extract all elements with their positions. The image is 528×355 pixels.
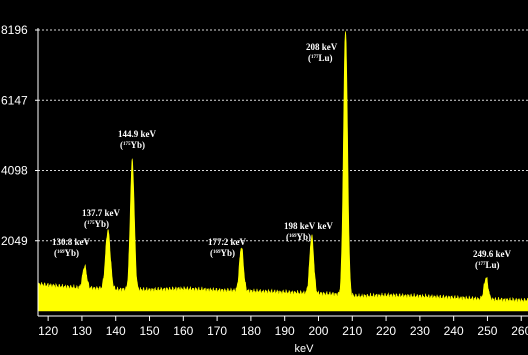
- x-tick-label: 260: [511, 324, 528, 338]
- peak-annotation: 130.8 keV(169Yb): [52, 237, 91, 258]
- peak-energy-label: 249.6 keV: [473, 249, 512, 259]
- x-tick-label: 250: [477, 324, 497, 338]
- peak-isotope-label: (177Lu): [308, 53, 333, 63]
- peak-annotation: 144.9 keV(175Yb): [118, 129, 157, 150]
- peak-isotope-label: (169Yb): [210, 248, 235, 258]
- x-tick-label: 190: [275, 324, 295, 338]
- peak-annotation: 177.2 keV(169Yb): [208, 237, 247, 258]
- x-tick-label: 170: [207, 324, 227, 338]
- peak-isotope-label: (175Yb): [120, 140, 145, 150]
- x-tick-label: 220: [376, 324, 396, 338]
- peak-energy-label: 144.9 keV: [118, 129, 157, 139]
- y-tick-label: 4098: [1, 164, 28, 178]
- x-tick-label: 140: [106, 324, 126, 338]
- peak-annotation: 198 keV keV(169Yb): [284, 221, 333, 242]
- spectrum-series: [37, 31, 528, 312]
- x-tick-label: 160: [173, 324, 193, 338]
- x-tick-label: 180: [241, 324, 261, 338]
- x-tick-label: 150: [140, 324, 160, 338]
- peak-isotope-label: (175Yb): [84, 219, 109, 229]
- y-tick-label: 6147: [1, 93, 28, 107]
- x-tick-label: 230: [410, 324, 430, 338]
- x-tick-label: 200: [308, 324, 328, 338]
- spectrum-area: [37, 31, 528, 312]
- x-tick-label: 130: [72, 324, 92, 338]
- grid-lines: [38, 29, 528, 242]
- peak-isotope-label: (169Yb): [286, 232, 311, 242]
- x-axis-label: keV: [295, 343, 315, 355]
- peak-energy-label: 130.8 keV: [52, 237, 91, 247]
- axes: 2049 4098 6147 8196 120 130 140 150 160 170 180 190…: [1, 23, 528, 338]
- peak-annotation: 249.6 keV(177Lu): [473, 249, 512, 270]
- peak-annotation: 208 keV(177Lu): [306, 42, 338, 63]
- peak-energy-label: 177.2 keV: [208, 237, 247, 247]
- peak-energy-label: 208 keV: [306, 42, 338, 52]
- peak-annotation: 137.7 keV(175Yb): [82, 208, 121, 229]
- x-tick-label: 120: [38, 324, 58, 338]
- peak-energy-label: 137.7 keV: [82, 208, 121, 218]
- y-tick-label: 2049: [1, 234, 28, 248]
- y-tick-label: 8196: [1, 23, 28, 37]
- peak-isotope-label: (177Lu): [475, 260, 500, 270]
- x-tick-label: 240: [444, 324, 464, 338]
- peak-annotations: 130.8 keV(169Yb)137.7 keV(175Yb)144.9 ke…: [52, 42, 512, 270]
- x-tick-label: 210: [342, 324, 362, 338]
- peak-isotope-label: (169Yb): [54, 248, 79, 258]
- peak-energy-label: 198 keV keV: [284, 221, 333, 231]
